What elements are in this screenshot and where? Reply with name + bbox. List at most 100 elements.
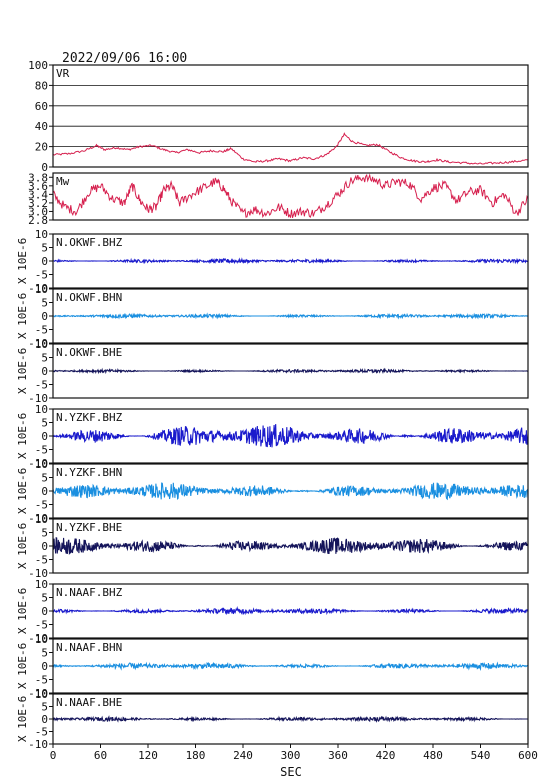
panel-label: N.YZKF.BHZ	[56, 411, 123, 424]
y-axis-label: X 10E-6	[16, 588, 29, 634]
x-tick-label: 0	[50, 749, 57, 762]
y-tick-label: 5	[41, 592, 48, 605]
y-tick-label: 10	[35, 688, 48, 701]
y-tick-label: 10	[35, 513, 48, 526]
y-tick-label: 0	[41, 430, 48, 443]
y-tick-label: 0	[41, 161, 48, 174]
y-tick-label: 5	[41, 701, 48, 714]
y-tick-label: 0	[41, 255, 48, 268]
x-tick-label: 540	[471, 749, 491, 762]
y-tick-label: 20	[35, 141, 48, 154]
x-axis-label: SEC	[280, 765, 302, 779]
x-tick-label: 420	[376, 749, 396, 762]
y-tick-label: 10	[35, 458, 48, 471]
y-tick-label: -10	[28, 457, 48, 470]
y-tick-label: -5	[35, 499, 48, 512]
x-tick-label: 180	[186, 749, 206, 762]
y-axis-label: X 10E-6	[16, 238, 29, 284]
panel-frame	[52, 64, 529, 168]
trace-N.OKWF.BHE	[52, 367, 529, 375]
x-tick-label: 480	[423, 749, 443, 762]
y-tick-label: -5	[35, 674, 48, 687]
panel-VR: VR 0 20 40 60 80 100	[28, 59, 529, 174]
y-tick-label: -10	[28, 512, 48, 525]
y-tick-label: 10	[35, 403, 48, 416]
panel-label: N.OKWF.BHE	[56, 346, 122, 359]
y-tick-label: 10	[35, 283, 48, 296]
x-tick-label: 120	[138, 749, 158, 762]
y-axis-label: X 10E-6	[16, 523, 29, 569]
y-tick-label: -5	[35, 269, 48, 282]
trace-N.YZKF.BHE	[52, 536, 529, 555]
panel-label: N.YZKF.BHE	[56, 521, 122, 534]
y-tick-label: 5	[41, 647, 48, 660]
x-tick-label: 360	[328, 749, 348, 762]
panel-label: N.OKWF.BHN	[56, 291, 122, 304]
y-tick-label: 0	[41, 365, 48, 378]
trace-N.OKWF.BHZ	[52, 257, 529, 265]
y-tick-label: -5	[35, 726, 48, 739]
panel-Mw: Mw 2.83.03.23.43.63.8	[28, 171, 529, 227]
trace-N.NAAF.BHZ	[52, 606, 529, 616]
trace-N.YZKF.BHN	[52, 482, 529, 501]
trace-VR	[52, 132, 529, 165]
panel-label: N.NAAF.BHZ	[56, 586, 123, 599]
y-tick-label: 10	[35, 633, 48, 646]
y-tick-label: 3.2	[28, 197, 48, 210]
y-tick-label: -10	[28, 282, 48, 295]
y-tick-label: -5	[35, 324, 48, 337]
y-tick-label: 0	[41, 713, 48, 726]
y-tick-label: -10	[28, 687, 48, 700]
y-tick-label: -10	[28, 738, 48, 751]
y-axis-label: X 10E-6	[16, 413, 29, 459]
y-tick-label: 2.8	[28, 214, 48, 227]
y-tick-label: -5	[35, 379, 48, 392]
trace-Mw	[52, 173, 529, 218]
y-tick-label: 0	[41, 485, 48, 498]
panel-label: N.NAAF.BHE	[56, 696, 122, 709]
y-tick-label: 0	[41, 310, 48, 323]
y-tick-label: -5	[35, 444, 48, 457]
panels-group: VR020406080100Mw2.83.03.23.43.63.8N.OKWF…	[16, 59, 529, 751]
y-tick-label: -5	[35, 554, 48, 567]
panel-frame	[52, 172, 529, 221]
y-tick-label: 5	[41, 352, 48, 365]
y-tick-label: 5	[41, 242, 48, 255]
x-axis: 0 60 120 180 240 300 360 420 480 540 600	[50, 744, 538, 762]
y-tick-label: 10	[35, 228, 48, 241]
y-tick-label: -5	[35, 619, 48, 632]
x-tick-label: 240	[233, 749, 253, 762]
panel-label: N.OKWF.BHZ	[56, 236, 123, 249]
y-tick-label: -10	[28, 337, 48, 350]
y-tick-label: 10	[35, 578, 48, 591]
x-tick-label: 60	[94, 749, 107, 762]
y-axis-label: X 10E-6	[16, 643, 29, 689]
trace-N.YZKF.BHZ	[52, 424, 529, 448]
y-tick-label: 5	[41, 417, 48, 430]
y-tick-label: 3.8	[28, 171, 48, 184]
y-tick-label: -10	[28, 632, 48, 645]
y-tick-label: 3.6	[28, 180, 48, 193]
panel-label: VR	[56, 67, 70, 80]
x-tick-label: 600	[518, 749, 538, 762]
x-tick-label: 300	[281, 749, 301, 762]
y-tick-label: 100	[28, 59, 48, 72]
trace-N.OKWF.BHN	[52, 312, 529, 320]
trace-N.NAAF.BHN	[52, 661, 529, 671]
panel-label: Mw	[56, 175, 70, 188]
y-tick-label: 80	[35, 79, 48, 92]
figure-title: 2022/09/06 16:00	[62, 51, 187, 66]
y-tick-label: 5	[41, 527, 48, 540]
y-axis-label: X 10E-6	[16, 348, 29, 394]
y-axis-label: X 10E-6	[16, 696, 29, 742]
